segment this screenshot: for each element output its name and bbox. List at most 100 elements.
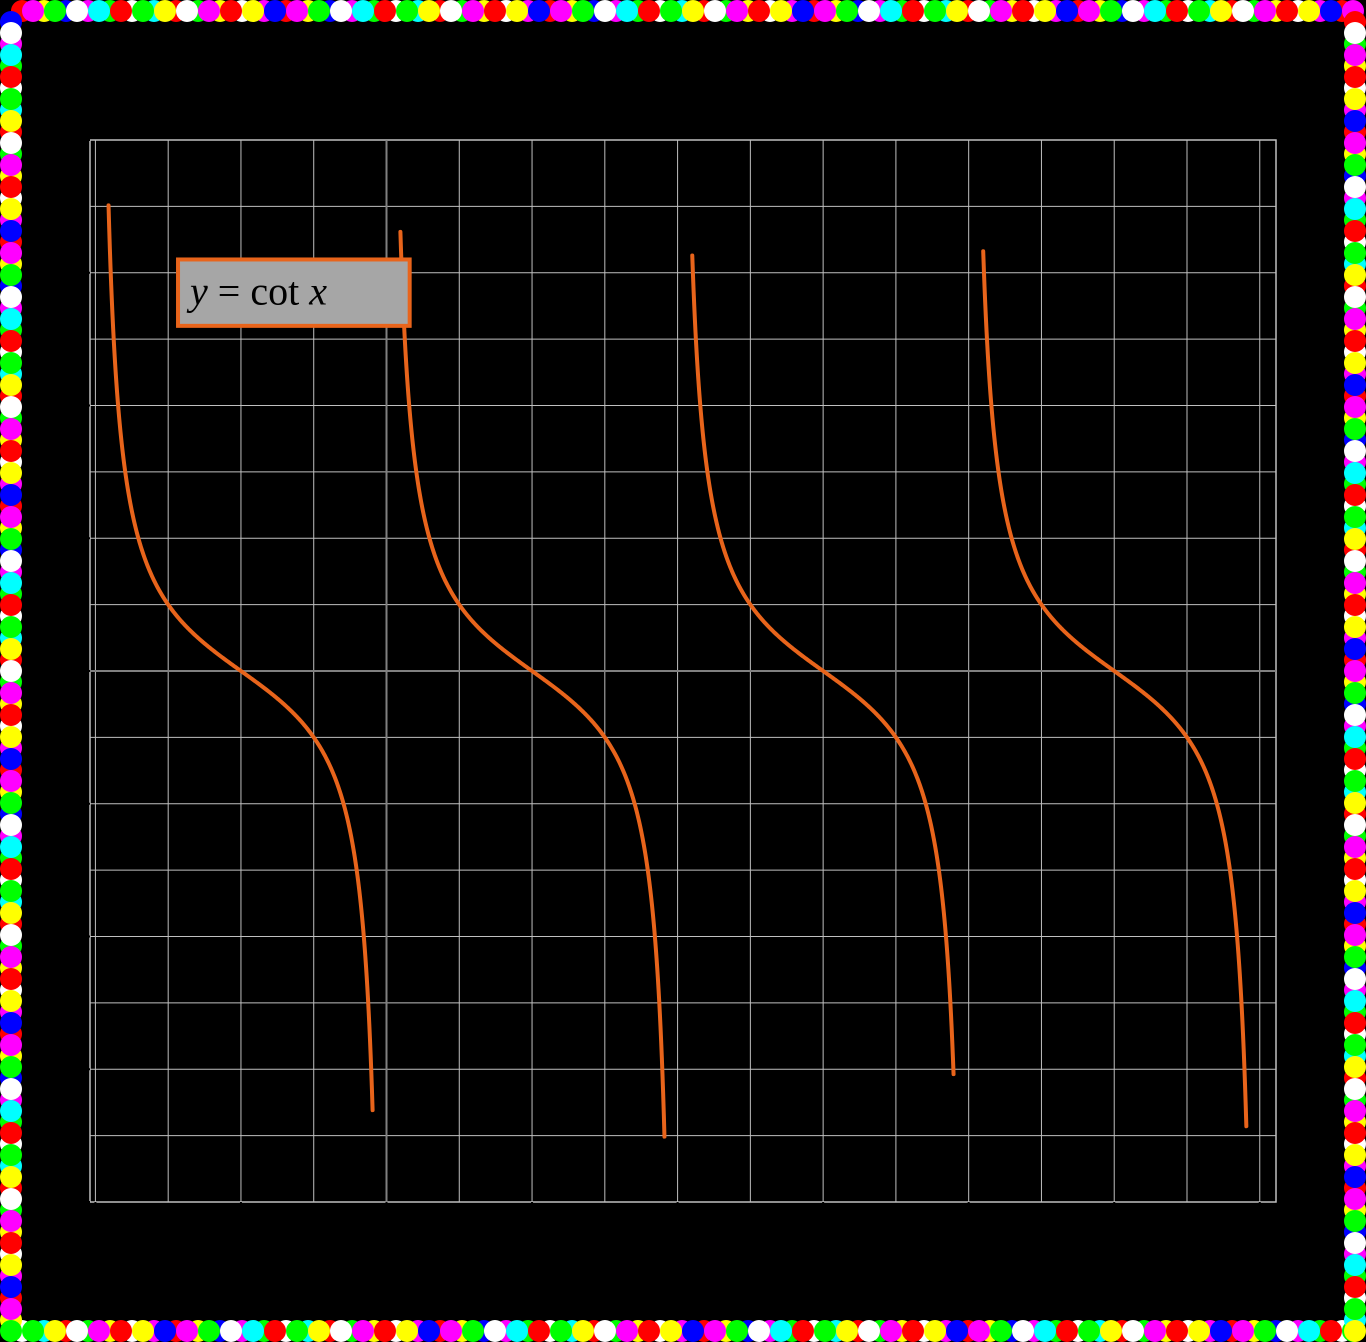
border-dot: [0, 462, 22, 484]
border-dot: [0, 440, 22, 462]
border-dot: [0, 330, 22, 352]
border-dot: [462, 1320, 484, 1342]
x-tick-labels: −π−π⁄20π⁄2π3π⁄22π5π⁄23π: [80, 1202, 1274, 1242]
border-dot: [1254, 0, 1276, 22]
border-dot: [308, 1320, 330, 1342]
border-dot: [220, 1320, 242, 1342]
border-dot: [0, 902, 22, 924]
border-dot: [330, 1320, 352, 1342]
border-dot: [550, 0, 572, 22]
border-dot: [1344, 396, 1366, 418]
x-tick-label: 3π: [1246, 1213, 1274, 1242]
border-dot: [374, 1320, 396, 1342]
border-dot: [484, 0, 506, 22]
x-tick-label: −π: [80, 1213, 112, 1242]
border-dot: [836, 0, 858, 22]
border-dot: [1344, 330, 1366, 352]
border-dot: [748, 0, 770, 22]
border-dot: [1056, 1320, 1078, 1342]
border-dot: [0, 1254, 22, 1276]
border-dot: [616, 0, 638, 22]
border-dot: [1344, 418, 1366, 440]
border-dot: [88, 1320, 110, 1342]
border-dot: [0, 814, 22, 836]
border-dot: [0, 616, 22, 638]
border-dot: [0, 506, 22, 528]
border-dot: [990, 1320, 1012, 1342]
border-dot: [506, 0, 528, 22]
border-dot: [0, 1034, 22, 1056]
border-dot: [858, 1320, 880, 1342]
border-dot: [0, 44, 22, 66]
border-dot: [1344, 990, 1366, 1012]
border-dot: [440, 0, 462, 22]
border-dot: [1344, 858, 1366, 880]
border-dot: [1344, 1144, 1366, 1166]
border-dot: [1344, 374, 1366, 396]
border-dot: [0, 1078, 22, 1100]
border-dot: [968, 1320, 990, 1342]
border-dot: [1144, 0, 1166, 22]
border-dot: [1034, 1320, 1056, 1342]
border-dot: [0, 418, 22, 440]
border-dot: [0, 484, 22, 506]
border-dot: [0, 1122, 22, 1144]
border-dot: [1344, 1056, 1366, 1078]
border-dot: [1298, 0, 1320, 22]
border-dot: [1344, 1188, 1366, 1210]
x-tick-label: 3π⁄2: [800, 1213, 844, 1242]
border-dot: [0, 220, 22, 242]
border-dot: [1344, 550, 1366, 572]
x-tick-label: 2π: [956, 1213, 983, 1242]
border-dot: [1320, 0, 1342, 22]
border-dot: [1344, 880, 1366, 902]
border-dot: [0, 308, 22, 330]
border-dot: [1344, 1034, 1366, 1056]
border-dot: [0, 352, 22, 374]
border-dot: [968, 0, 990, 22]
border-dot: [440, 1320, 462, 1342]
border-dot: [660, 0, 682, 22]
border-dot: [0, 770, 22, 792]
border-dot: [22, 0, 44, 22]
border-dot: [0, 132, 22, 154]
border-dot: [1188, 0, 1210, 22]
border-dot: [902, 1320, 924, 1342]
border-dot: [1344, 572, 1366, 594]
border-dot: [1344, 682, 1366, 704]
border-dot: [1344, 176, 1366, 198]
border-dot: [396, 0, 418, 22]
y-tick-label: 6: [63, 259, 76, 288]
border-dot: [660, 1320, 682, 1342]
border-dot: [1344, 352, 1366, 374]
border-dot: [198, 1320, 220, 1342]
legend-text: y = cot x: [186, 269, 327, 314]
border-dot: [528, 0, 550, 22]
border-dot: [0, 242, 22, 264]
border-dot: [0, 286, 22, 308]
border-dot: [880, 1320, 902, 1342]
border-dot: [726, 1320, 748, 1342]
border-dot: [220, 0, 242, 22]
border-dot: [0, 1210, 22, 1232]
border-dot: [0, 638, 22, 660]
border-dot: [1344, 264, 1366, 286]
border-dot: [1344, 110, 1366, 132]
border-dot: [0, 946, 22, 968]
border-dot: [1320, 1320, 1342, 1342]
border-dot: [682, 1320, 704, 1342]
border-dot: [1210, 0, 1232, 22]
border-dot: [1344, 286, 1366, 308]
border-dot: [198, 0, 220, 22]
border-dot: [0, 682, 22, 704]
x-tick-label: 5π⁄2: [1093, 1213, 1136, 1242]
y-tick-label: −2: [48, 790, 76, 819]
border-dot: [418, 1320, 440, 1342]
border-dot: [0, 880, 22, 902]
border-dot: [0, 792, 22, 814]
border-dot: [1012, 0, 1034, 22]
border-dot: [1344, 22, 1366, 44]
border-dot: [1344, 1320, 1366, 1342]
border-dot: [1232, 0, 1254, 22]
chart-svg: −π−π⁄20π⁄2π3π⁄22π5π⁄23π−8−6−4−202468y = …: [0, 0, 1366, 1342]
